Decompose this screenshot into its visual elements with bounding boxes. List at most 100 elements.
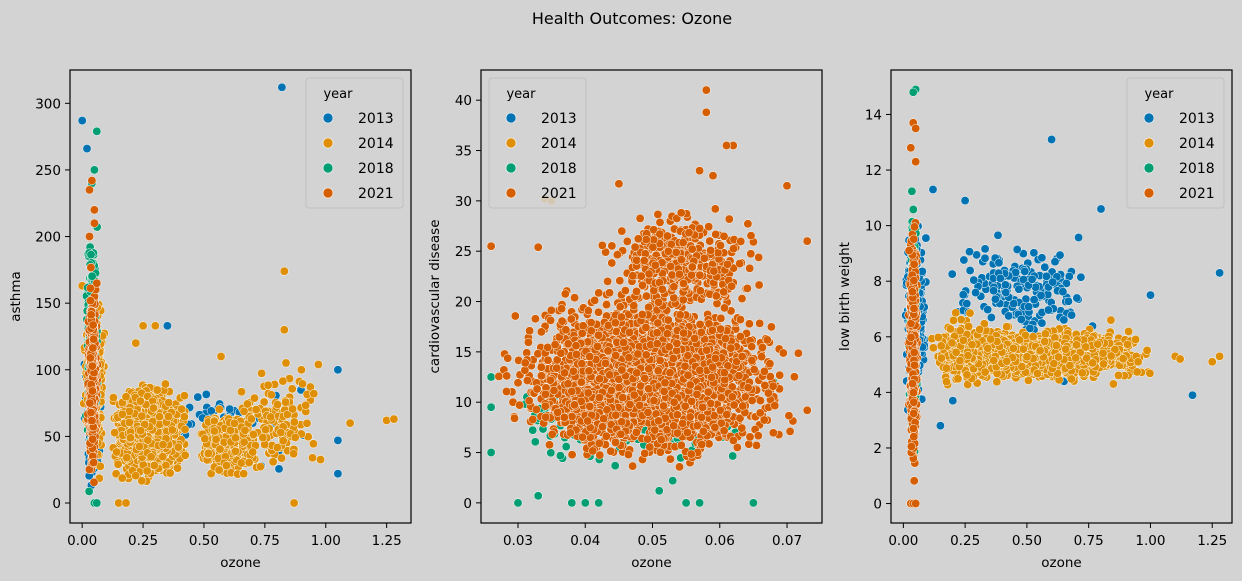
point-2014 [259,397,269,407]
point-2021 [89,477,99,487]
point-2018 [610,461,620,471]
series-2021 [83,176,102,487]
point-2014 [281,358,291,368]
point-2014 [167,425,177,435]
point-2014 [136,426,146,436]
point-2014 [148,403,158,413]
point-2018 [84,486,94,496]
point-2014 [301,400,311,410]
point-2014 [216,352,226,361]
point-2021 [712,299,722,309]
point-2014 [296,365,306,375]
point-2013 [277,82,287,92]
point-2021 [88,320,98,330]
point-2021 [86,283,95,293]
point-2014 [179,391,189,401]
point-2013 [162,321,172,331]
point-2013 [193,392,203,402]
point-2021 [86,408,96,418]
point-2014 [289,498,299,508]
point-2014 [231,433,240,443]
point-2014 [258,433,268,443]
y-tick-label: 300 [35,96,61,112]
subplot-1: 0.00 0.25 0.50 0.75 1.00 1.250501001502002503… [8,69,412,571]
point-2014 [273,400,282,410]
point-2014 [173,442,183,452]
point-2018 [546,448,556,458]
point-2013 [333,365,343,375]
point-2014 [215,444,225,454]
point-2021 [752,440,761,450]
point-2021 [88,434,98,444]
point-2021 [766,322,776,332]
point-2018 [748,498,758,508]
point-2014 [134,442,144,451]
point-2021 [655,447,665,457]
point-2014 [268,457,278,467]
point-2014 [242,399,252,409]
legend-box [305,77,404,209]
point-2014 [240,425,250,435]
point-2014 [382,415,392,425]
point-2021 [520,358,530,368]
point-2021 [793,348,803,358]
scatter-points [77,82,399,508]
point-2021 [89,458,99,467]
point-2014 [180,450,190,460]
point-2014 [160,379,170,389]
point-2014 [131,471,141,481]
y-tick-label: 50 [44,429,61,445]
point-2014 [278,376,288,386]
point-2021 [87,176,97,186]
point-2014 [289,417,299,427]
point-2021 [640,448,650,458]
legend-marker-2021 [322,187,334,199]
point-2013 [225,404,235,414]
point-2014 [110,428,120,438]
point-2014 [239,469,249,479]
point-2014 [248,447,258,457]
point-2014 [214,465,224,475]
point-2014 [211,434,221,444]
y-tick-label: 250 [35,163,61,179]
x-axis-label: ozone [220,555,260,571]
y-axis-label: asthma [8,271,24,322]
point-2014 [154,412,164,422]
point-2014 [313,360,323,369]
point-2014 [117,473,127,483]
point-2021 [520,365,530,375]
point-2021 [744,439,754,449]
point-2014 [108,393,118,403]
point-2018 [486,372,496,382]
point-2014 [95,461,105,471]
point-2018 [486,448,496,457]
point-2014 [121,498,131,508]
point-2014 [143,435,153,445]
legend-label-2013: 2013 [358,111,394,127]
point-2014 [150,321,160,331]
point-2018 [87,271,97,281]
point-2014 [279,325,289,335]
point-2013 [333,469,343,479]
point-2014 [221,461,231,471]
point-2014 [288,404,298,414]
point-2014 [389,414,399,424]
point-2014 [277,453,287,463]
point-2013 [274,464,284,474]
point-2021 [88,343,98,353]
point-2021 [665,454,675,464]
point-2021 [545,440,554,450]
point-2021 [502,387,511,396]
point-2014 [209,426,219,436]
point-2014 [276,428,286,437]
point-2018 [561,442,571,452]
point-2021 [510,311,520,321]
point-2021 [85,398,95,408]
subplot-2: 0.03 0.04 0.05 0.06 0.070510152025303540ozon… [427,69,823,571]
point-2013 [201,389,211,399]
point-2014 [309,389,319,399]
point-2018 [555,451,565,461]
legend-label-2018: 2018 [358,161,394,177]
subplot-grid: 0.00 0.25 0.50 0.75 1.00 1.250501001502002503… [8,69,1233,571]
